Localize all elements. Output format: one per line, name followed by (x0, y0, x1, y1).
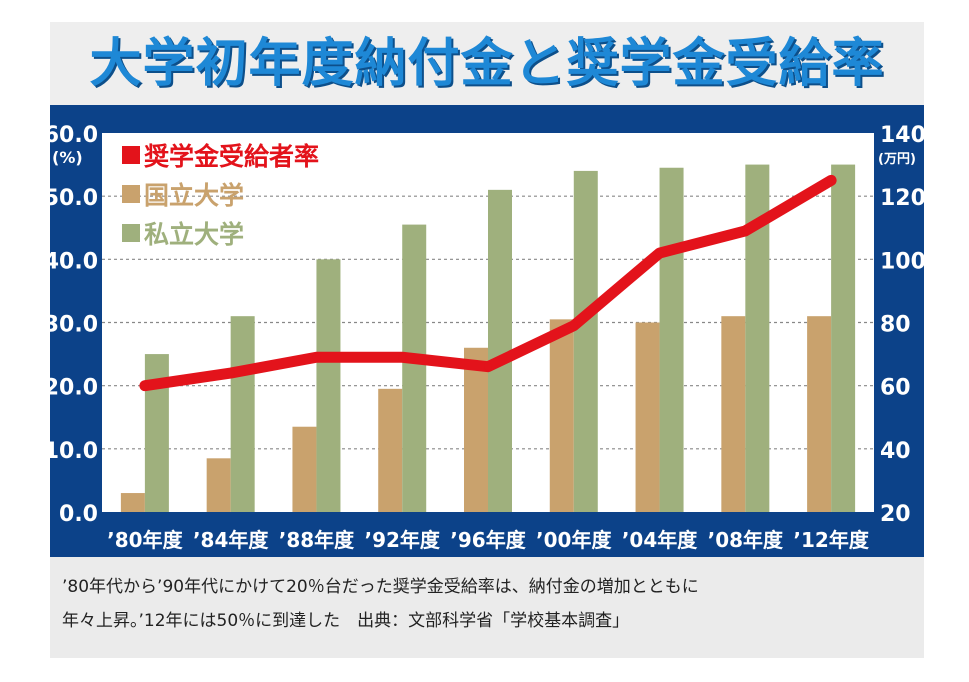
caption: ’80年代から’90年代にかけて20％台だった奨学金受給率は、納付金の増加ととも… (62, 570, 912, 638)
right-tick-label: 100 (880, 249, 924, 274)
left-tick-label: 10.0 (50, 439, 98, 464)
bar-national (464, 347, 488, 512)
left-tick-label: 50.0 (50, 186, 98, 211)
right-tick-label: 60 (880, 376, 911, 401)
x-tick-label: ’88年度 (279, 528, 355, 552)
chart-area: 0.0 10.0 20.0 30.0 40.0 50.0 60.0 20 40 60 80 100 12… (50, 105, 924, 557)
line-point (226, 369, 235, 378)
x-tick-label: ’04年度 (622, 528, 698, 552)
bar-private (488, 189, 512, 512)
x-tick-label: ’12年度 (793, 528, 869, 552)
x-tick-label: ’92年度 (365, 528, 441, 552)
x-tick-label: ’00年度 (536, 528, 612, 552)
left-tick-label: 60.0 (50, 123, 98, 148)
x-tick-label: ’84年度 (193, 528, 269, 552)
line-point (569, 321, 578, 330)
line-point (484, 362, 492, 371)
right-tick-label: 120 (880, 186, 924, 211)
bar-private (230, 316, 255, 512)
legend-swatch (122, 185, 140, 203)
x-tick-label: ’80年度 (107, 528, 183, 552)
bar-private (316, 259, 341, 512)
right-tick-label: 80 (880, 313, 911, 338)
line-point (398, 353, 407, 362)
line-point (827, 176, 836, 185)
chart-title: 大学初年度納付金と奨学金受給率 (89, 34, 885, 94)
x-tick-label: ’96年度 (450, 528, 526, 552)
bar-national (120, 493, 145, 512)
bar-national (378, 388, 403, 512)
legend-swatch (122, 146, 140, 164)
bar-private (831, 164, 856, 513)
line-point (741, 226, 750, 235)
left-tick-label: 20.0 (50, 376, 98, 401)
bar-national (721, 316, 746, 512)
legend-label: 国立大学 (144, 181, 244, 210)
right-axis-unit: (万円) (878, 152, 916, 167)
caption-line-2: 年々上昇。’12年には50％に到達した 出典：文部科学省「学校基本調査」 (62, 611, 630, 631)
x-tick-label: ’08年度 (708, 528, 784, 552)
line-point (655, 249, 664, 258)
left-axis-unit: (%) (52, 148, 83, 167)
line-point (312, 353, 321, 362)
bar-national (206, 458, 231, 512)
left-tick-label: 30.0 (50, 313, 98, 338)
figure: 大学初年度納付金と奨学金受給率 0.0 10.0 20.0 30.0 40.0 50.0 6… (50, 22, 924, 658)
legend-label: 奨学金受給者率 (144, 142, 319, 171)
chart-svg: 0.0 10.0 20.0 30.0 40.0 50.0 60.0 20 40 60 80 100 12… (50, 123, 924, 552)
left-tick-label: 0.0 (59, 502, 98, 527)
bar-private (573, 170, 598, 512)
right-tick-label: 140 (880, 123, 924, 148)
bar-national (635, 322, 660, 512)
legend-label: 私立大学 (144, 220, 244, 249)
title-band: 大学初年度納付金と奨学金受給率 (50, 22, 924, 105)
bar-national (807, 316, 832, 512)
caption-line-1: ’80年代から’90年代にかけて20％台だった奨学金受給率は、納付金の増加ととも… (62, 577, 699, 597)
legend-swatch (122, 224, 140, 242)
bar-national (549, 319, 574, 512)
bar-private (402, 224, 427, 512)
right-tick-label: 40 (880, 439, 911, 464)
bar-private (659, 167, 684, 512)
right-tick-label: 20 (880, 502, 911, 527)
line-point (140, 381, 149, 390)
left-tick-label: 40.0 (50, 249, 98, 274)
bar-national (292, 426, 317, 512)
